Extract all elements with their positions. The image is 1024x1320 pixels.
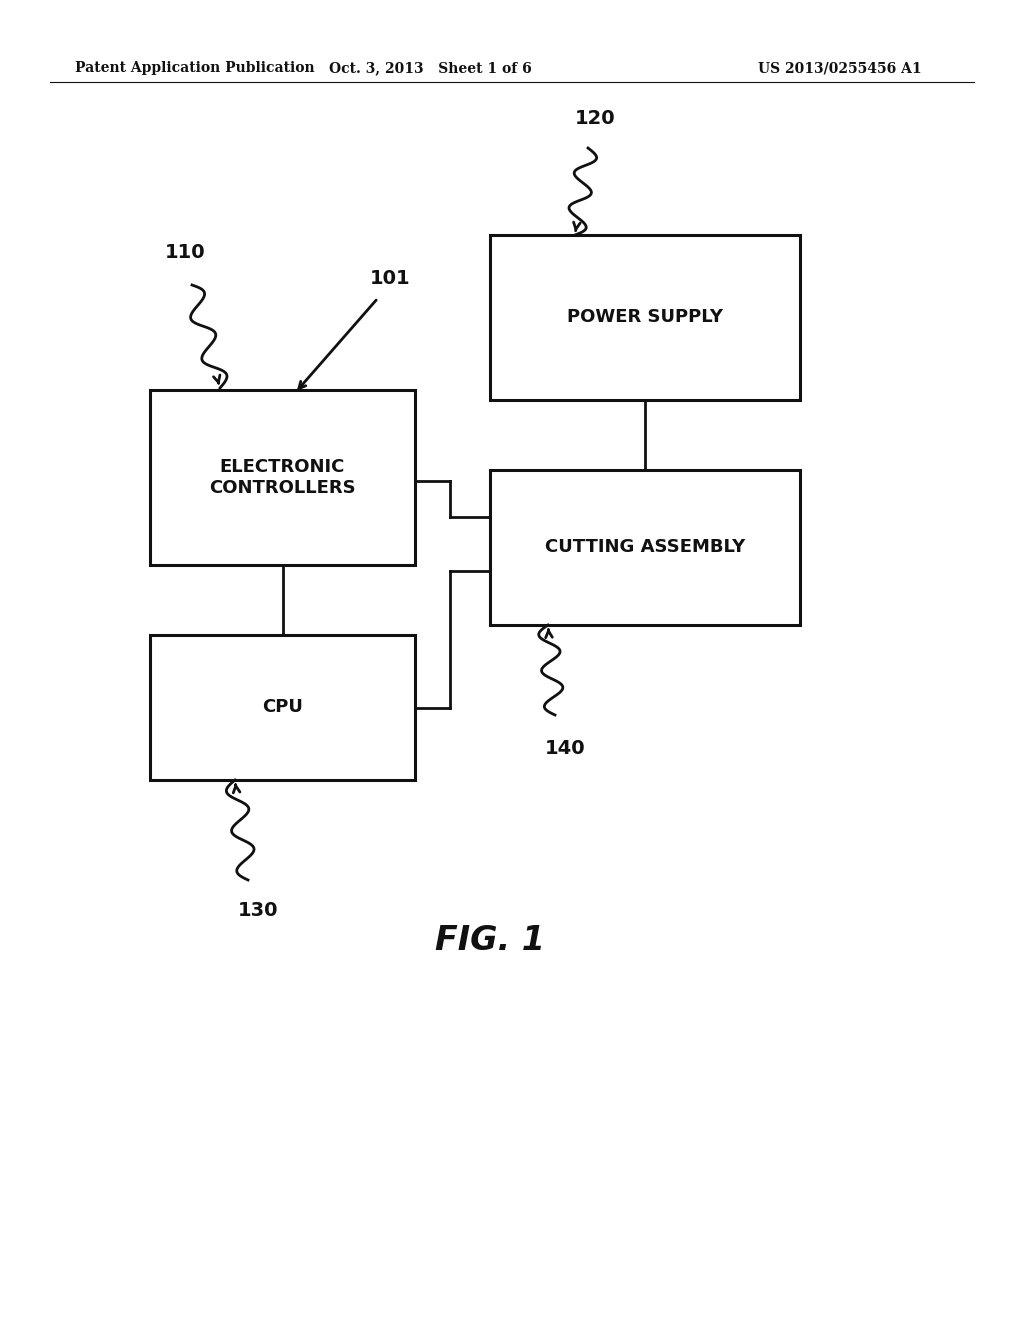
- Text: ELECTRONIC
CONTROLLERS: ELECTRONIC CONTROLLERS: [209, 458, 355, 496]
- Text: 101: 101: [370, 268, 411, 288]
- Text: Oct. 3, 2013   Sheet 1 of 6: Oct. 3, 2013 Sheet 1 of 6: [329, 61, 531, 75]
- Text: FIG. 1: FIG. 1: [435, 924, 545, 957]
- Bar: [490, 470, 800, 624]
- Text: 130: 130: [238, 900, 279, 920]
- Text: POWER SUPPLY: POWER SUPPLY: [567, 309, 723, 326]
- Text: CUTTING ASSEMBLY: CUTTING ASSEMBLY: [545, 539, 745, 557]
- Bar: [490, 235, 800, 400]
- Bar: [150, 389, 415, 565]
- Text: 110: 110: [165, 243, 206, 261]
- Text: Patent Application Publication: Patent Application Publication: [75, 61, 314, 75]
- Text: US 2013/0255456 A1: US 2013/0255456 A1: [758, 61, 922, 75]
- Text: CPU: CPU: [262, 698, 303, 717]
- Bar: [150, 635, 415, 780]
- Text: 120: 120: [574, 108, 615, 128]
- Text: 140: 140: [545, 738, 586, 758]
